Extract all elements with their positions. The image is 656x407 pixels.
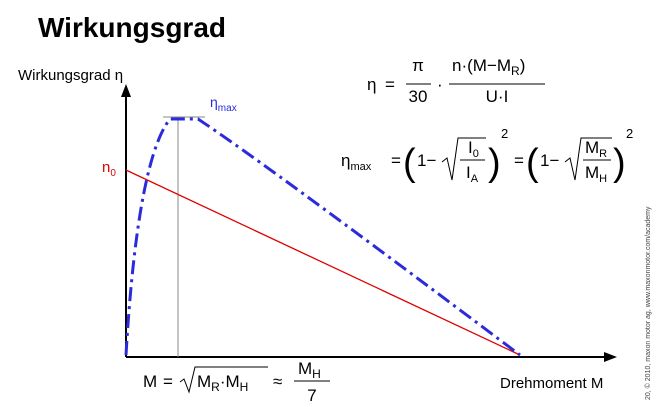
formula-glyph: ηmax	[341, 151, 372, 173]
formula-glyph	[179, 366, 268, 394]
formula-text: η	[210, 94, 218, 110]
formula-text: )	[520, 56, 526, 75]
formula-glyph	[121, 84, 131, 97]
formula-text: H	[312, 367, 321, 381]
formula-glyph: )	[613, 142, 626, 184]
formula-glyph	[604, 352, 617, 362]
formula-text: H	[240, 380, 249, 394]
formula-text: =	[514, 151, 524, 170]
formula-glyph: MH	[298, 359, 321, 381]
formula-text: 0	[110, 168, 116, 179]
formula-efficiency: η = π 30 · n·(M−MR) U·I	[367, 56, 545, 106]
formula-text: ·M	[220, 372, 240, 391]
formula-text: R	[211, 380, 220, 394]
formula-text: 7	[307, 386, 316, 405]
formula-glyph: )	[488, 142, 501, 184]
formula-text: 1−	[417, 151, 436, 170]
formula-text: 2	[626, 126, 633, 141]
formula-text: =	[391, 151, 401, 170]
formula-text: M	[585, 163, 599, 182]
formula-text: =	[163, 372, 173, 391]
formula-text: ≈	[273, 372, 282, 391]
formula-glyph: (	[526, 142, 539, 184]
eta-max-label: ηmax	[210, 94, 237, 114]
x-axis-label: Drehmoment M	[500, 375, 603, 392]
formula-text: η	[341, 151, 350, 170]
formula-text: max	[350, 161, 371, 173]
formula-text: 2	[501, 126, 508, 141]
formula-glyph: MR·MH	[197, 372, 248, 394]
formula-text: M	[197, 372, 211, 391]
axes	[121, 84, 617, 362]
formula-glyph: IA	[466, 163, 479, 185]
formula-text: M	[298, 359, 312, 378]
formula-glyph: (	[403, 142, 416, 184]
formula-glyph: MH	[585, 163, 607, 185]
formula-text: 1−	[540, 151, 559, 170]
title: Wirkungsgrad	[38, 12, 226, 43]
formula-glyph	[441, 137, 486, 181]
formula-glyph: MR	[585, 138, 607, 160]
n0-label: n0	[102, 159, 116, 179]
formula-glyph: I0	[468, 138, 479, 160]
formula-text: π	[412, 56, 424, 75]
formula-text: =	[385, 75, 395, 94]
formula-text: U·I	[486, 87, 509, 106]
formula-text: M	[585, 138, 599, 157]
formula-text: ·	[437, 75, 443, 94]
formula-text: 30	[409, 87, 428, 106]
formula-torque: M = MR·MH ≈ MH 7	[143, 359, 330, 405]
formula-text: n·(M−M	[452, 56, 511, 75]
copyright: 20, © 2010, maxon motor ag, www.maxonmot…	[644, 206, 652, 400]
formula-text: M	[143, 372, 157, 391]
formula-glyph: n·(M−MR)	[452, 56, 525, 78]
speed-line	[125, 169, 521, 356]
formula-eta-max: ηmax = ( 1− I0 IA ) 2 = ( 1− MR MH ) 2	[341, 126, 633, 185]
formula-text: n	[102, 159, 110, 176]
formula-text: R	[599, 148, 607, 160]
formula-text: η	[367, 75, 376, 94]
formula-glyph	[564, 137, 612, 181]
y-axis-label: Wirkungsgrad η	[18, 67, 123, 84]
formula-text: A	[471, 173, 479, 185]
formula-text: I	[466, 163, 471, 182]
formula-text: H	[599, 173, 607, 185]
formula-text: R	[511, 64, 520, 78]
formula-text: max	[218, 103, 237, 114]
formula-text: 0	[473, 148, 479, 160]
efficiency-curve	[124, 117, 521, 357]
formula-text: I	[468, 138, 473, 157]
